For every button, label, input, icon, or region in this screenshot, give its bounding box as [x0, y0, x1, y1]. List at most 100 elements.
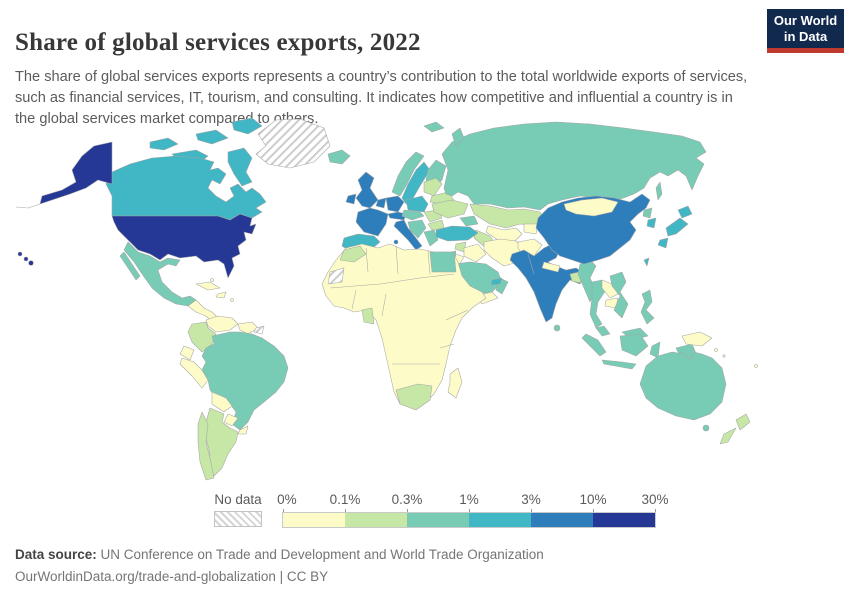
- legend-tick-label: 1%: [459, 492, 479, 507]
- country-germany[interactable]: [385, 195, 405, 213]
- country-japan-hokkaido[interactable]: [677, 205, 693, 219]
- country-mexico[interactable]: [123, 241, 197, 307]
- country-greece[interactable]: [423, 229, 439, 247]
- country-philippines[interactable]: [640, 289, 655, 325]
- country-vietnam[interactable]: [609, 271, 629, 319]
- legend-no-data-swatch[interactable]: [214, 511, 262, 527]
- country-french-guiana[interactable]: [253, 325, 265, 335]
- country-iceland[interactable]: [327, 149, 351, 165]
- owid-logo[interactable]: Our World in Data: [767, 9, 844, 53]
- legend-bin-b3[interactable]: [407, 513, 469, 527]
- region-guyanas[interactable]: [237, 321, 259, 335]
- country-new-zealand-south[interactable]: [719, 427, 737, 445]
- country-new-zealand-north[interactable]: [735, 413, 751, 431]
- country-nepal[interactable]: [541, 261, 561, 273]
- country-uae[interactable]: [490, 277, 503, 286]
- country-egypt[interactable]: [429, 251, 457, 273]
- country-russia-sakhalin[interactable]: [655, 181, 663, 201]
- country-mongolia[interactable]: [563, 197, 619, 217]
- country-chile[interactable]: [197, 411, 215, 481]
- country-cuba[interactable]: [195, 281, 221, 291]
- country-colombia[interactable]: [187, 321, 217, 353]
- country-south-africa[interactable]: [395, 383, 433, 411]
- country-canada-arctic[interactable]: [231, 117, 263, 135]
- legend-bin-b2[interactable]: [345, 513, 407, 527]
- region-caucasus[interactable]: [459, 215, 479, 227]
- country-canada-arctic[interactable]: [195, 129, 229, 145]
- country-malaysia[interactable]: [595, 325, 611, 337]
- country-ukraine[interactable]: [431, 199, 469, 219]
- country-usa[interactable]: [111, 213, 257, 279]
- country-ghana[interactable]: [361, 307, 375, 325]
- country-fiji[interactable]: [754, 364, 758, 368]
- license-line[interactable]: OurWorldinData.org/trade-and-globalizati…: [15, 569, 329, 585]
- country-poland[interactable]: [405, 195, 429, 213]
- country-china[interactable]: [535, 193, 651, 265]
- country-taiwan[interactable]: [643, 257, 650, 267]
- country-japan-honshu[interactable]: [665, 217, 689, 237]
- country-ecuador[interactable]: [179, 345, 195, 361]
- legend-bin-b1[interactable]: [283, 513, 345, 527]
- country-usa-hawaii[interactable]: [23, 256, 29, 262]
- region-balkans[interactable]: [407, 219, 427, 239]
- country-italy[interactable]: [393, 219, 423, 251]
- country-papua-new-guinea[interactable]: [681, 331, 713, 347]
- legend-tick-mark: [345, 509, 346, 513]
- country-australia[interactable]: [639, 351, 727, 421]
- country-morocco[interactable]: [339, 245, 367, 263]
- caribbean-island[interactable]: [210, 278, 214, 282]
- country-united-kingdom[interactable]: [355, 171, 379, 209]
- country-madagascar[interactable]: [447, 367, 463, 399]
- country-mexico-baja[interactable]: [119, 251, 141, 281]
- country-australia-tasmania[interactable]: [702, 424, 710, 432]
- legend-tick-mark: [407, 509, 408, 513]
- country-usa-hawaii[interactable]: [28, 260, 34, 266]
- caribbean-island[interactable]: [230, 298, 234, 302]
- legend-no-data[interactable]: No data: [213, 492, 263, 527]
- country-indonesia-kalimantan[interactable]: [619, 333, 649, 357]
- country-paraguay[interactable]: [223, 413, 239, 427]
- region-baltics[interactable]: [423, 177, 443, 197]
- country-uruguay[interactable]: [237, 425, 249, 435]
- country-western-sahara[interactable]: [327, 267, 345, 285]
- country-south-korea[interactable]: [646, 217, 657, 229]
- country-uzbekistan[interactable]: [485, 225, 523, 243]
- country-usa-hawaii[interactable]: [17, 251, 23, 257]
- country-japan-kyushu[interactable]: [657, 237, 669, 249]
- country-greenland[interactable]: [255, 118, 331, 169]
- country-argentina[interactable]: [205, 407, 239, 477]
- country-russia-novaya-zemlya[interactable]: [451, 127, 465, 147]
- legend-bin-b6[interactable]: [593, 513, 655, 527]
- country-venezuela[interactable]: [205, 315, 239, 333]
- country-indonesia-java[interactable]: [601, 359, 637, 370]
- country-turkey[interactable]: [435, 225, 479, 242]
- country-russia[interactable]: [441, 121, 707, 211]
- country-svalbard[interactable]: [423, 121, 445, 133]
- country-peru[interactable]: [179, 357, 209, 389]
- country-ireland[interactable]: [345, 193, 357, 205]
- chart-subtitle: The share of global services exports rep…: [15, 68, 748, 127]
- country-indonesia-sumatra[interactable]: [581, 333, 607, 357]
- legend-bin-b5[interactable]: [531, 513, 593, 527]
- country-hispaniola[interactable]: [215, 291, 227, 299]
- region-benelux[interactable]: [375, 197, 387, 209]
- country-sri-lanka[interactable]: [553, 324, 561, 332]
- data-source-line: Data source: UN Conference on Trade and …: [15, 544, 835, 566]
- country-italy-sardinia[interactable]: [393, 239, 399, 245]
- country-brazil[interactable]: [201, 331, 289, 431]
- country-solomon-islands[interactable]: [722, 354, 726, 358]
- region-czech-hungary[interactable]: [401, 209, 425, 221]
- country-norway[interactable]: [391, 151, 425, 197]
- country-solomon-islands[interactable]: [714, 348, 718, 352]
- region-kyrgyzstan-tajikistan[interactable]: [523, 223, 539, 235]
- legend-bin-b4[interactable]: [469, 513, 531, 527]
- country-bolivia[interactable]: [211, 391, 233, 413]
- country-laos[interactable]: [601, 279, 619, 299]
- country-canada-arctic[interactable]: [227, 147, 253, 187]
- legend-tick-label: 0.1%: [329, 492, 361, 507]
- country-france[interactable]: [355, 207, 389, 237]
- country-iraq[interactable]: [463, 243, 487, 263]
- country-canada-arctic[interactable]: [149, 137, 179, 151]
- country-north-korea[interactable]: [642, 207, 653, 219]
- country-usa-alaska[interactable]: [39, 141, 113, 205]
